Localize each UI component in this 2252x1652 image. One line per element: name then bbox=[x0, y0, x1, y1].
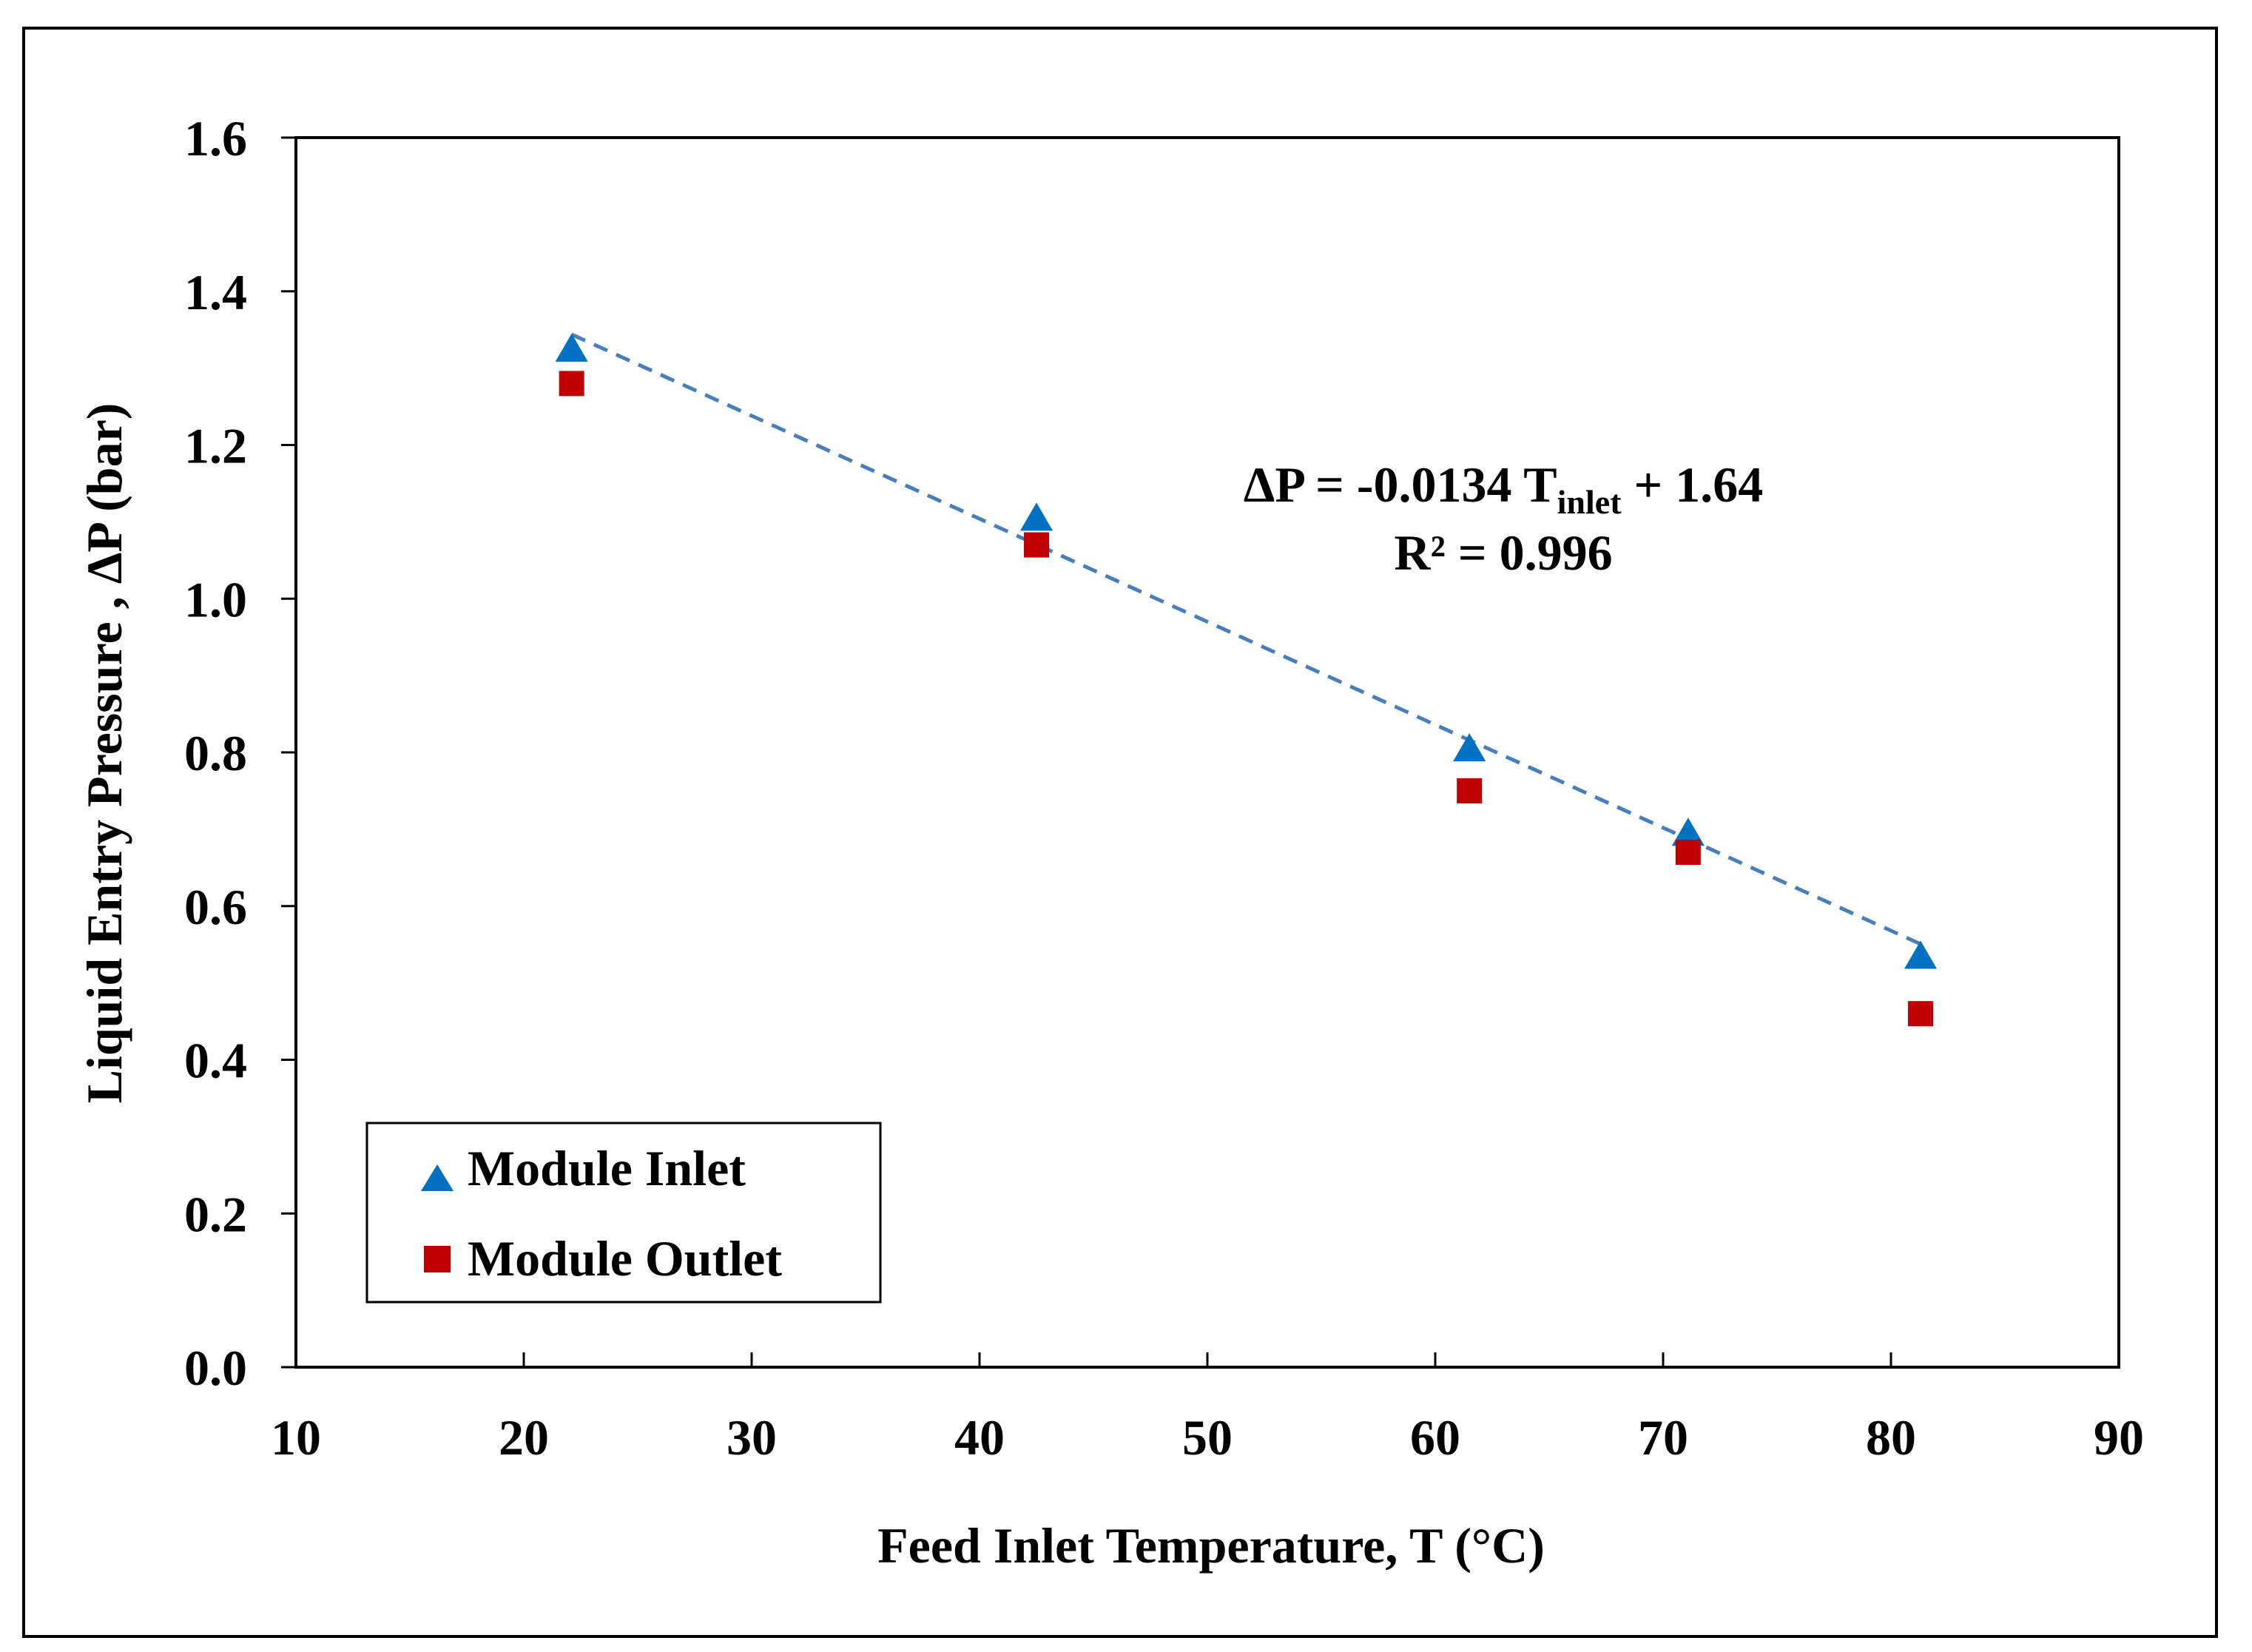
x-tick-label: 40 bbox=[954, 1409, 1005, 1466]
y-tick-label: 1.6 bbox=[184, 110, 247, 166]
y-tick-label: 0.6 bbox=[184, 879, 247, 935]
trend-equation: ΔP = -0.0134 Tinlet + 1.64 bbox=[1244, 456, 1764, 521]
x-axis-ticks bbox=[294, 1352, 2120, 1367]
point-module-inlet bbox=[555, 333, 588, 362]
x-tick-label: 20 bbox=[499, 1409, 549, 1466]
y-tick-label: 0.4 bbox=[184, 1033, 247, 1089]
y-axis-tick-labels: 0.0 0.2 0.4 0.6 0.8 1.0 1.2 1.4 1.6 bbox=[184, 110, 247, 1396]
legend-marker-triangle bbox=[421, 1164, 454, 1191]
equation-main: ΔP = -0.0134 T bbox=[1244, 456, 1557, 513]
x-axis-tick-labels: 10 20 30 40 50 60 70 80 90 bbox=[271, 1409, 2144, 1466]
legend-box bbox=[365, 1122, 882, 1304]
point-module-outlet bbox=[1024, 532, 1049, 558]
point-module-inlet bbox=[1671, 817, 1705, 846]
legend: Module Inlet Module Outlet bbox=[365, 1122, 882, 1304]
point-module-outlet bbox=[1908, 1001, 1934, 1027]
x-tick-label: 50 bbox=[1182, 1409, 1233, 1466]
y-tick-label: 0.8 bbox=[184, 725, 247, 781]
point-module-inlet bbox=[1020, 502, 1053, 531]
y-tick-label: 1.4 bbox=[184, 264, 247, 320]
y-axis-label: Liquid Entry Pressure , ΔP (bar) bbox=[76, 403, 132, 1104]
y-tick-label: 1.2 bbox=[184, 418, 247, 474]
point-module-inlet bbox=[1904, 940, 1938, 969]
point-module-outlet bbox=[559, 371, 584, 397]
x-tick-label: 80 bbox=[1866, 1409, 1916, 1466]
y-axis-ticks bbox=[281, 136, 296, 1369]
x-axis-label: Feed Inlet Temperature, T (°C) bbox=[877, 1517, 1545, 1574]
x-tick-label: 60 bbox=[1410, 1409, 1460, 1466]
y-tick-label: 1.0 bbox=[184, 571, 247, 627]
legend-label-module-inlet: Module Inlet bbox=[468, 1140, 746, 1196]
x-tick-label: 70 bbox=[1638, 1409, 1688, 1466]
point-module-inlet bbox=[1453, 733, 1486, 761]
point-module-outlet bbox=[1457, 778, 1483, 803]
legend-marker-square bbox=[424, 1246, 451, 1272]
series-module-inlet bbox=[555, 333, 1938, 969]
r-squared-label: R² = 0.996 bbox=[1394, 525, 1612, 581]
data-series bbox=[555, 333, 1938, 1027]
equation-subscript: inlet bbox=[1557, 483, 1622, 521]
x-tick-label: 30 bbox=[726, 1409, 777, 1466]
y-tick-label: 0.2 bbox=[184, 1186, 247, 1242]
x-tick-label: 90 bbox=[2094, 1409, 2144, 1466]
y-tick-label: 0.0 bbox=[184, 1340, 247, 1396]
point-module-outlet bbox=[1675, 840, 1701, 866]
legend-label-module-outlet: Module Outlet bbox=[468, 1230, 782, 1287]
x-tick-label: 10 bbox=[271, 1409, 321, 1466]
equation-tail: + 1.64 bbox=[1622, 456, 1764, 513]
series-module-outlet bbox=[559, 371, 1934, 1027]
